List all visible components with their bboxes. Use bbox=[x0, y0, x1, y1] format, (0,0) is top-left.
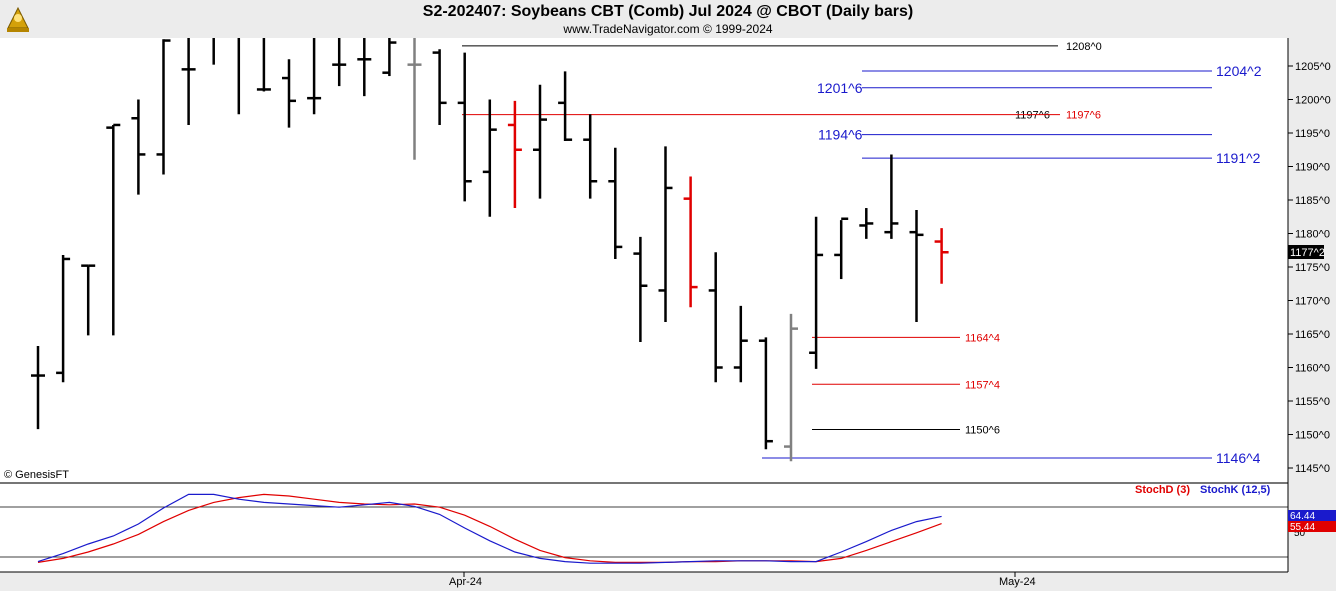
price-tick-label: 1150^0 bbox=[1295, 430, 1330, 442]
level-label: 1204^2 bbox=[1216, 63, 1262, 79]
price-tick-label: 1195^0 bbox=[1295, 128, 1330, 140]
price-plot-area bbox=[0, 38, 1288, 482]
level-label: 1197^6 bbox=[1066, 110, 1101, 122]
level-label: 1197^6 bbox=[1015, 110, 1050, 122]
level-label: 1194^6 bbox=[818, 127, 863, 143]
chart-subtitle: www.TradeNavigator.com © 1999-2024 bbox=[563, 22, 773, 36]
price-tick-label: 1155^0 bbox=[1295, 396, 1330, 408]
price-tick-label: 1175^0 bbox=[1295, 262, 1330, 274]
price-tick-label: 1190^0 bbox=[1295, 162, 1330, 174]
stoch-plot-area bbox=[0, 484, 1288, 572]
chart-title: S2-202407: Soybeans CBT (Comb) Jul 2024 … bbox=[422, 3, 914, 20]
x-label-apr: Apr-24 bbox=[449, 576, 482, 588]
stoch-tick-50: 50 bbox=[1294, 528, 1306, 539]
trade-navigator-logo-icon bbox=[2, 2, 34, 34]
stoch-series-red bbox=[37, 493, 942, 564]
level-label: 1150^6 bbox=[965, 424, 1000, 436]
level-label: 1157^4 bbox=[965, 379, 1000, 391]
level-label: 1201^6 bbox=[817, 80, 863, 96]
stochastic-lines bbox=[37, 493, 942, 564]
current-price-label: 1177^2 bbox=[1290, 247, 1325, 259]
price-tick-label: 1200^0 bbox=[1295, 95, 1331, 107]
price-levels: 1208^0 1204^2 1201^6 1197^6 1197^6 1194^6 1191… bbox=[462, 41, 1262, 466]
level-label: 1164^4 bbox=[965, 332, 1000, 344]
price-tick-label: 1160^0 bbox=[1295, 363, 1330, 375]
price-tick-label: 1205^0 bbox=[1295, 61, 1331, 73]
stoch-k-legend: StochK (12,5) bbox=[1200, 484, 1271, 496]
price-tick-label: 1145^0 bbox=[1295, 463, 1330, 475]
current-price-marker: 1177^2 bbox=[1288, 245, 1325, 259]
stoch-k-value: 64.44 bbox=[1290, 511, 1315, 522]
price-tick-label: 1170^0 bbox=[1295, 296, 1330, 308]
level-label: 1146^4 bbox=[1216, 450, 1261, 466]
genesis-watermark: © GenesisFT bbox=[4, 469, 69, 481]
chart-header: S2-202407: Soybeans CBT (Comb) Jul 2024 … bbox=[0, 0, 1336, 38]
price-tick-label: 1165^0 bbox=[1295, 329, 1330, 341]
price-bars bbox=[31, 38, 949, 462]
price-tick-label: 1185^0 bbox=[1295, 195, 1330, 207]
x-label-may: May-24 bbox=[999, 576, 1036, 588]
price-tick-label: 1180^0 bbox=[1295, 229, 1330, 241]
stoch-series-blue bbox=[37, 493, 942, 564]
level-label: 1191^2 bbox=[1216, 150, 1261, 166]
stoch-d-value: 55.44 bbox=[1290, 522, 1315, 533]
level-label: 1208^0 bbox=[1066, 41, 1102, 53]
price-axis-ticks: 1205^0 1200^0 1195^0 1190^0 1185^0 1180^0 1175… bbox=[1288, 61, 1331, 475]
stoch-d-legend: StochD (3) bbox=[1135, 484, 1190, 496]
